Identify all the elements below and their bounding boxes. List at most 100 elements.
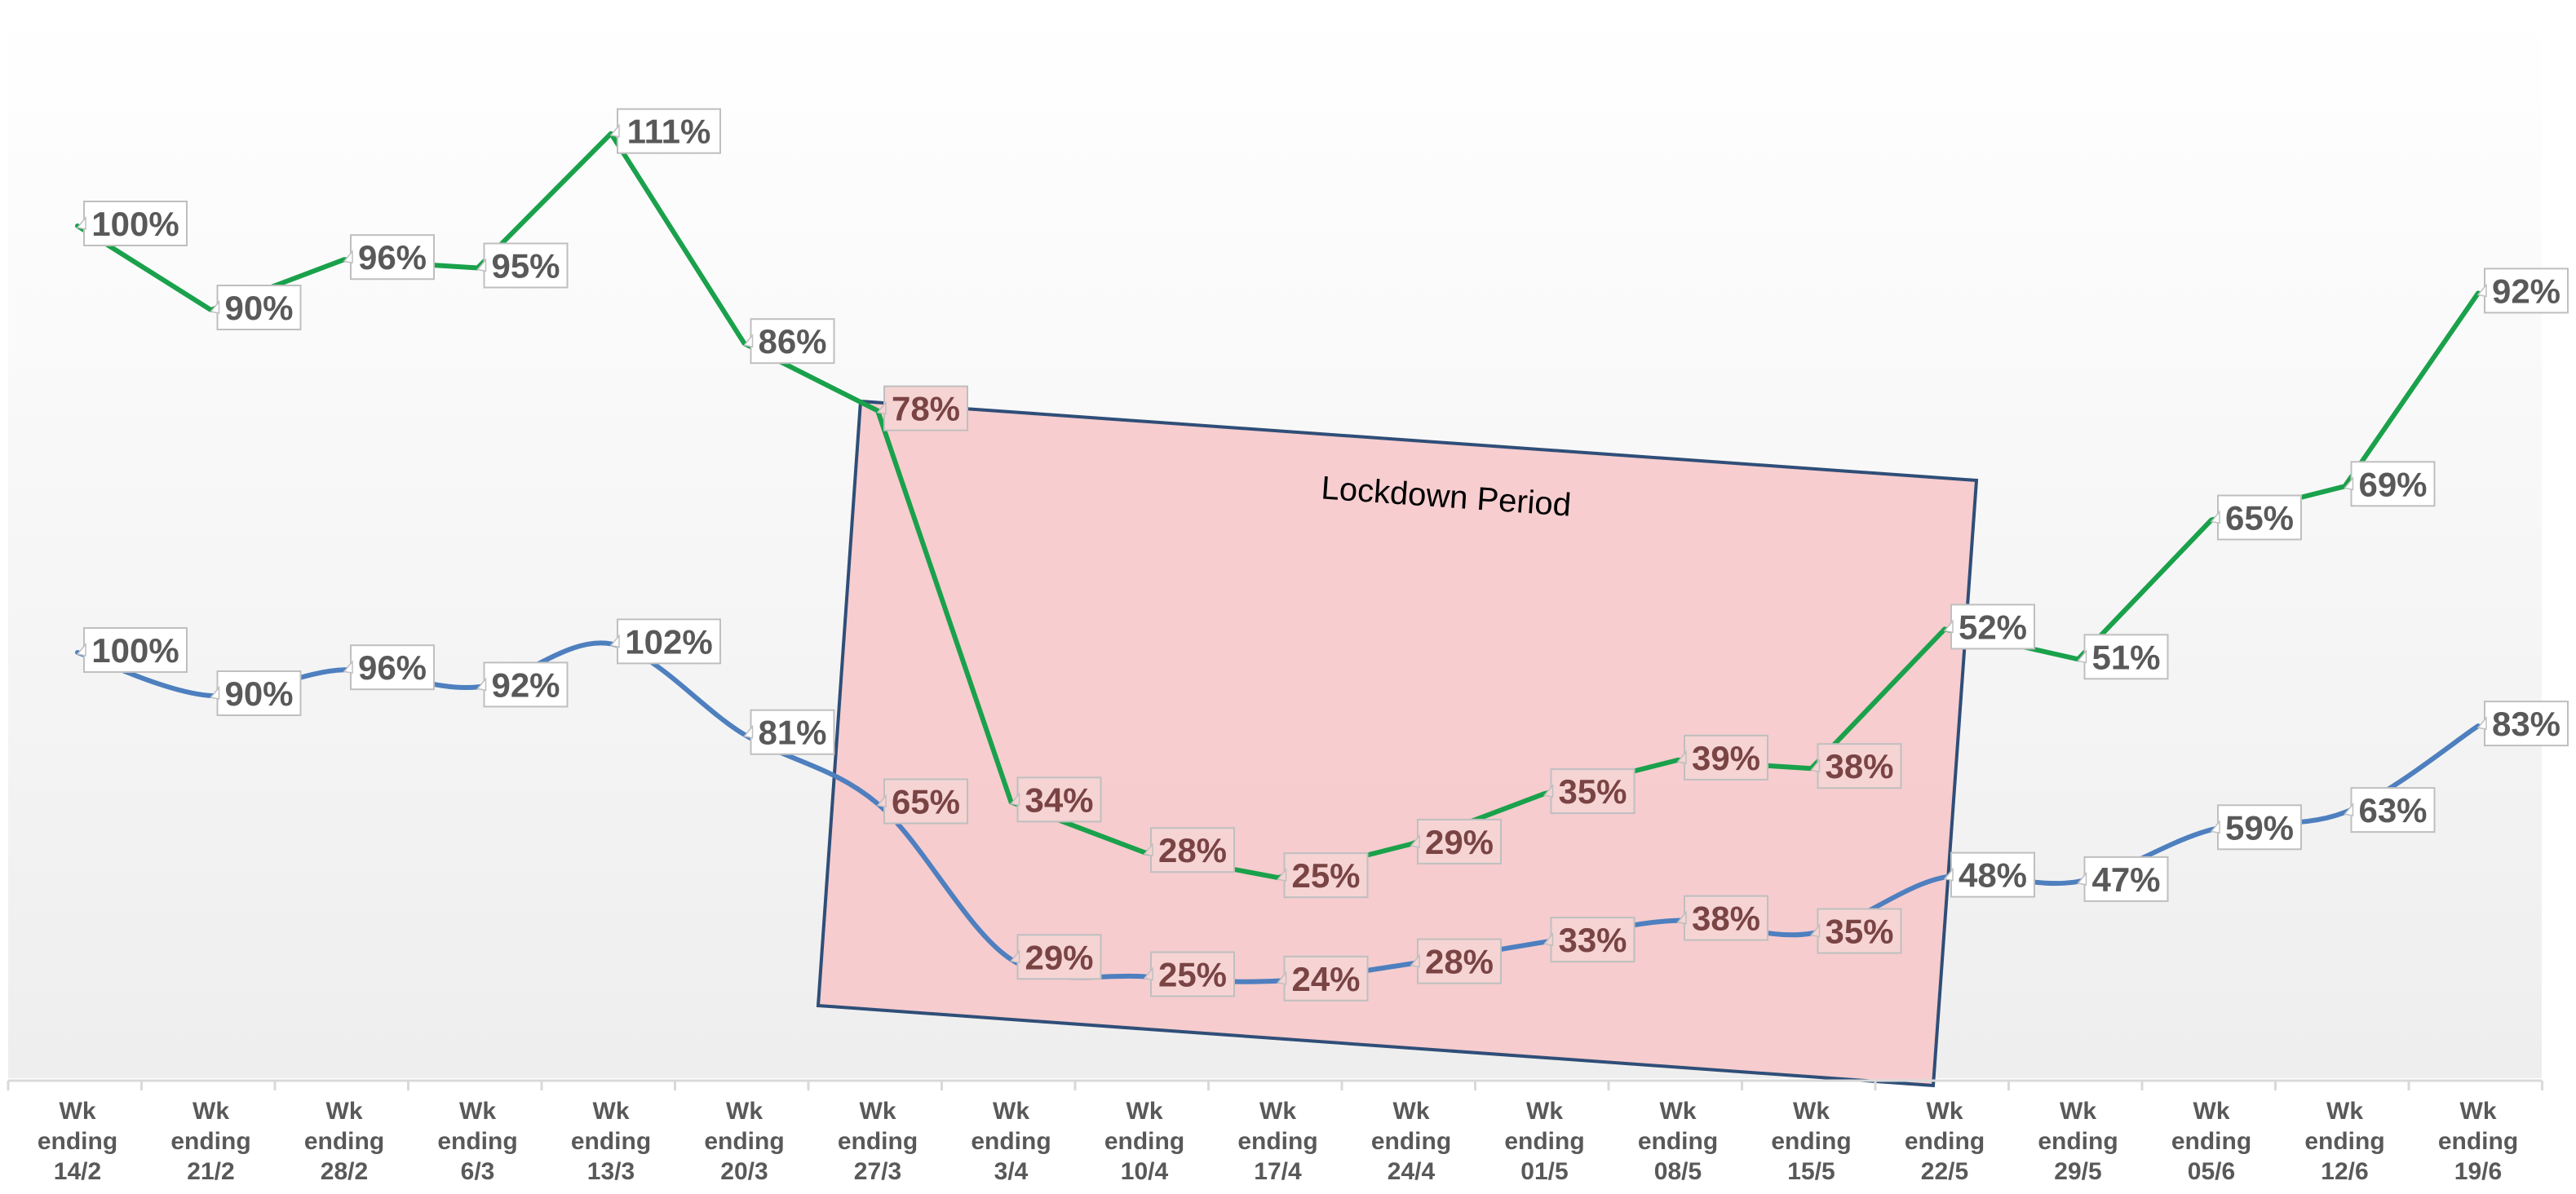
svg-text:28%: 28% xyxy=(1158,831,1227,869)
data-label-green: 25% xyxy=(1277,852,1369,899)
svg-text:95%: 95% xyxy=(491,247,560,285)
svg-text:47%: 47% xyxy=(2091,860,2160,899)
x-tick-label: Wk ending 13/3 xyxy=(571,1098,651,1185)
data-label-blue: 25% xyxy=(1143,951,1235,997)
svg-text:100%: 100% xyxy=(91,631,179,670)
data-label-green: 65% xyxy=(2210,494,2302,541)
svg-text:38%: 38% xyxy=(1825,747,1893,785)
data-label-blue: 59% xyxy=(2210,804,2302,851)
data-label-green: 28% xyxy=(1143,827,1235,873)
svg-text:28%: 28% xyxy=(1425,943,1494,981)
svg-text:25%: 25% xyxy=(1291,856,1360,895)
data-label-blue: 63% xyxy=(2344,787,2436,834)
svg-text:38%: 38% xyxy=(1692,900,1760,938)
data-label-blue: 29% xyxy=(1010,934,1102,980)
svg-text:90%: 90% xyxy=(224,289,293,327)
svg-text:59%: 59% xyxy=(2225,808,2294,847)
data-label-green: 35% xyxy=(1543,768,1635,815)
svg-text:100%: 100% xyxy=(91,205,179,243)
data-label-blue: 81% xyxy=(743,709,835,755)
x-tick-label: Wk ending 24/4 xyxy=(1371,1098,1451,1185)
data-label-green: 90% xyxy=(210,285,302,330)
x-tick-label: Wk ending 20/3 xyxy=(704,1098,784,1185)
data-label-blue: 33% xyxy=(1543,917,1635,963)
x-tick-label: Wk ending 01/5 xyxy=(1504,1098,1584,1185)
data-label-blue: 35% xyxy=(1810,908,1902,954)
data-label-blue: 92% xyxy=(476,661,569,708)
svg-text:52%: 52% xyxy=(1959,608,2027,646)
data-label-blue: 96% xyxy=(343,644,435,691)
svg-text:24%: 24% xyxy=(1291,960,1360,998)
svg-text:92%: 92% xyxy=(2492,272,2561,310)
x-tick-label: Wk ending 08/5 xyxy=(1638,1098,1718,1185)
data-label-green: 111% xyxy=(609,108,721,154)
x-tick-label: Wk ending 12/6 xyxy=(2304,1098,2384,1185)
svg-text:83%: 83% xyxy=(2492,705,2561,743)
data-label-blue: 100% xyxy=(76,627,188,673)
data-label-green: 78% xyxy=(876,385,968,431)
data-labels: 100% 90% 96% 95% 111% 86% 78% 34% 28% 25% 29% 35% 39… xyxy=(76,108,2569,1002)
x-tick-label: Wk ending 6/3 xyxy=(437,1098,517,1185)
data-label-blue: 65% xyxy=(876,778,968,825)
data-label-blue: 83% xyxy=(2476,701,2569,747)
data-label-green: 39% xyxy=(1676,734,1768,781)
data-label-blue: 102% xyxy=(609,618,721,665)
x-tick-label: Wk ending 29/5 xyxy=(2038,1098,2118,1185)
data-label-green: 38% xyxy=(1810,743,1902,789)
svg-text:92%: 92% xyxy=(491,666,560,704)
data-label-blue: 28% xyxy=(1410,938,1502,984)
svg-text:96%: 96% xyxy=(358,238,427,276)
svg-text:86%: 86% xyxy=(758,322,826,360)
x-tick-label: Wk ending 15/5 xyxy=(1771,1098,1851,1185)
data-label-blue: 38% xyxy=(1676,895,1768,941)
series-line-green xyxy=(75,130,2481,881)
svg-text:63%: 63% xyxy=(2358,791,2427,829)
x-tick-label: Wk ending 10/4 xyxy=(1104,1098,1184,1185)
data-label-green: 96% xyxy=(343,234,435,281)
svg-text:35%: 35% xyxy=(1558,772,1627,811)
series-line-blue xyxy=(75,640,2481,984)
data-label-blue: 48% xyxy=(1943,851,2035,898)
x-tick-label: Wk ending 28/2 xyxy=(304,1098,384,1185)
x-tick-label: Wk ending 22/5 xyxy=(1905,1098,1985,1185)
x-tick-label: Wk ending 17/4 xyxy=(1237,1098,1317,1185)
svg-text:33%: 33% xyxy=(1558,921,1627,959)
x-axis-ticks: Wk ending 14/2 Wk ending 21/2 Wk ending 28/2 Wk en… xyxy=(7,1081,2543,1185)
data-label-blue: 90% xyxy=(210,670,302,716)
data-label-green: 92% xyxy=(2476,268,2569,314)
x-tick-label: Wk ending 21/2 xyxy=(170,1098,250,1185)
svg-text:69%: 69% xyxy=(2358,465,2427,503)
data-label-green: 86% xyxy=(743,318,835,365)
data-label-green: 51% xyxy=(2077,634,2169,680)
x-tick-label: Wk ending 05/6 xyxy=(2171,1098,2251,1185)
svg-text:35%: 35% xyxy=(1825,913,1893,951)
data-label-green: 29% xyxy=(1410,818,1502,865)
svg-text:39%: 39% xyxy=(1692,739,1760,777)
data-label-green: 100% xyxy=(76,201,188,246)
x-tick-label: Wk ending 27/3 xyxy=(838,1098,918,1185)
data-label-green: 95% xyxy=(476,242,569,289)
svg-text:29%: 29% xyxy=(1025,938,1093,976)
svg-text:102%: 102% xyxy=(625,622,712,661)
svg-text:34%: 34% xyxy=(1025,781,1093,819)
series-lines xyxy=(75,130,2481,984)
svg-text:78%: 78% xyxy=(892,390,960,428)
x-tick-label: Wk ending 3/4 xyxy=(971,1098,1051,1185)
data-label-blue: 47% xyxy=(2077,856,2169,902)
svg-text:25%: 25% xyxy=(1158,956,1227,994)
data-label-green: 69% xyxy=(2344,461,2436,507)
data-label-blue: 24% xyxy=(1277,955,1369,1002)
data-label-green: 34% xyxy=(1010,776,1102,823)
svg-text:65%: 65% xyxy=(892,783,960,821)
svg-text:96%: 96% xyxy=(358,648,427,687)
x-tick-label: Wk ending 19/6 xyxy=(2438,1098,2518,1185)
svg-text:65%: 65% xyxy=(2225,499,2294,537)
svg-text:90%: 90% xyxy=(224,674,293,713)
svg-text:48%: 48% xyxy=(1959,856,2027,895)
svg-text:111%: 111% xyxy=(627,113,711,151)
svg-text:81%: 81% xyxy=(758,714,826,752)
data-label-green: 52% xyxy=(1943,604,2035,650)
svg-text:51%: 51% xyxy=(2091,638,2160,676)
